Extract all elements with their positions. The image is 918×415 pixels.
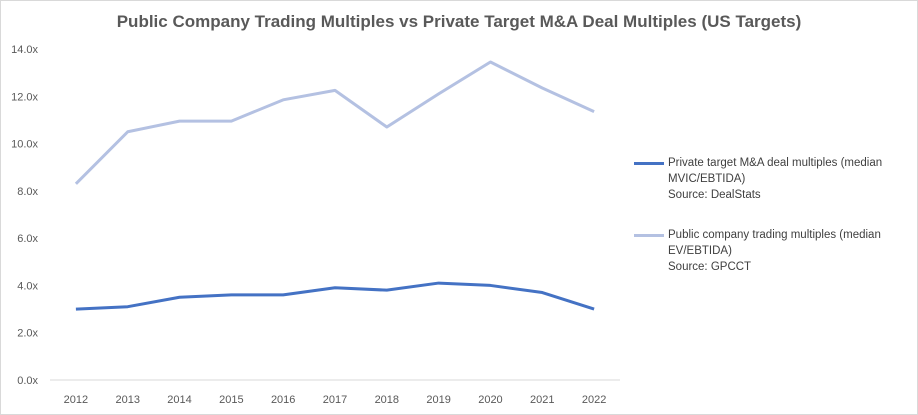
legend-swatch-public [634,234,664,237]
y-tick-label: 10.0x [11,139,38,151]
legend-label-private-line1: Private target M&A deal multiples (media… [668,157,883,169]
legend-label-public-line1: Public company trading multiples (median [668,229,881,241]
legend-source-public: Source: GPCCT [668,261,752,273]
x-tick-label: 2012 [64,394,88,406]
legend-source-private: Source: DealStats [668,189,761,201]
series-group [74,60,595,311]
y-tick-label: 0.0x [17,375,38,387]
y-tick-label: 8.0x [17,186,38,198]
legend-label-public-line2: EV/EBTIDA) [668,245,732,257]
x-tick-label: 2015 [219,394,243,406]
x-axis: 2012 2013 2014 2015 2016 2017 2018 2019 2020 2021… [64,394,607,406]
x-tick-label: 2017 [323,394,347,406]
legend-item-public: Public company trading multiples (median… [634,227,913,275]
legend-label-private-line2: MVIC/EBTIDA) [668,173,746,185]
series-line-public [74,60,595,185]
x-tick-label: 2019 [426,394,450,406]
x-tick-label: 2014 [167,394,191,406]
x-tick-label: 2022 [582,394,606,406]
x-tick-label: 2021 [530,394,554,406]
legend-item-private: Private target M&A deal multiples (media… [634,155,913,203]
y-tick-label: 14.0x [11,44,38,56]
x-tick-label: 2018 [375,394,399,406]
chart-title: Public Company Trading Multiples vs Priv… [116,12,802,31]
y-tick-label: 6.0x [17,233,38,245]
x-tick-label: 2016 [271,394,295,406]
legend-swatch-private [634,162,664,165]
series-line-private [75,281,595,311]
y-tick-label: 2.0x [17,328,38,340]
y-axis: 0.0x 2.0x 4.0x 6.0x 8.0x 10.0x 12.0x 14.0x [11,44,38,387]
x-tick-label: 2020 [478,394,502,406]
y-tick-label: 12.0x [11,91,38,103]
x-tick-label: 2013 [115,394,139,406]
y-tick-label: 4.0x [17,280,38,292]
